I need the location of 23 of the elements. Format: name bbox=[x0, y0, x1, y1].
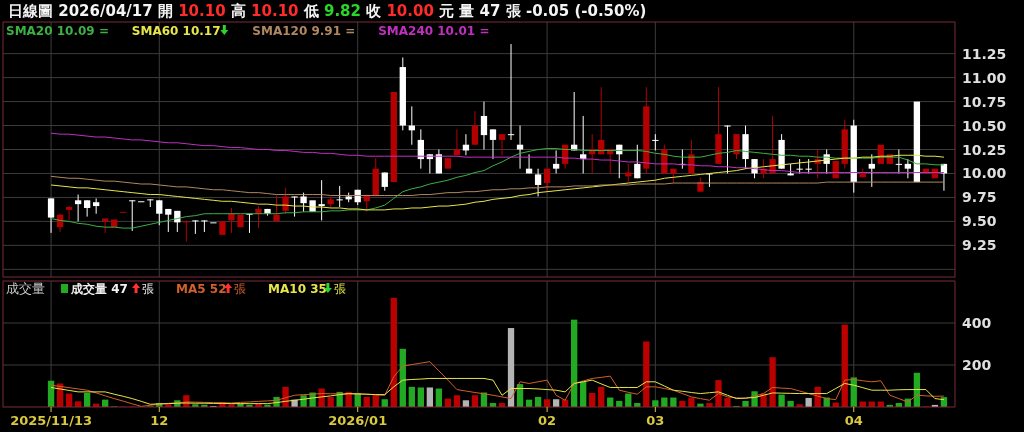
x-tick-label: 2025/11/13 bbox=[10, 413, 92, 428]
y-tick-label: 10.50 bbox=[962, 117, 1007, 134]
x-tick-label: 03 bbox=[646, 413, 665, 428]
y-tick-label: 10.25 bbox=[962, 141, 1007, 158]
text: SMA240 10.01 = bbox=[378, 24, 490, 38]
y-tick-label: 10.75 bbox=[962, 93, 1007, 110]
y-tick-label: 11.00 bbox=[962, 69, 1007, 86]
x-tick-label: 02 bbox=[538, 413, 557, 428]
y-tick-label: 9.50 bbox=[962, 213, 997, 230]
chart-title: 日線圖 2026/04/17 開 10.10 高 10.10 低 9.82 收 10.00 元 量 47 張 -0.05 (-0.50%) bbox=[8, 2, 647, 20]
text: SMA20 10.09 = bbox=[6, 24, 109, 38]
y-tick-label: 10.00 bbox=[962, 165, 1007, 182]
x-tick-label: 2026/01 bbox=[328, 413, 388, 428]
y-tick-label: 200 bbox=[962, 357, 992, 373]
text: SMA60 10.17 bbox=[131, 24, 221, 38]
y-tick-label: 11.25 bbox=[962, 45, 1007, 62]
x-tick-label: 12 bbox=[150, 413, 169, 428]
y-tick-label: 9.25 bbox=[962, 237, 997, 254]
y-tick-label: 9.75 bbox=[962, 189, 997, 206]
x-tick-label: 04 bbox=[844, 413, 863, 428]
text: SMA120 9.91 = bbox=[252, 24, 356, 38]
chart-title: 成交量 bbox=[6, 281, 45, 296]
y-tick-label: 400 bbox=[962, 315, 992, 331]
